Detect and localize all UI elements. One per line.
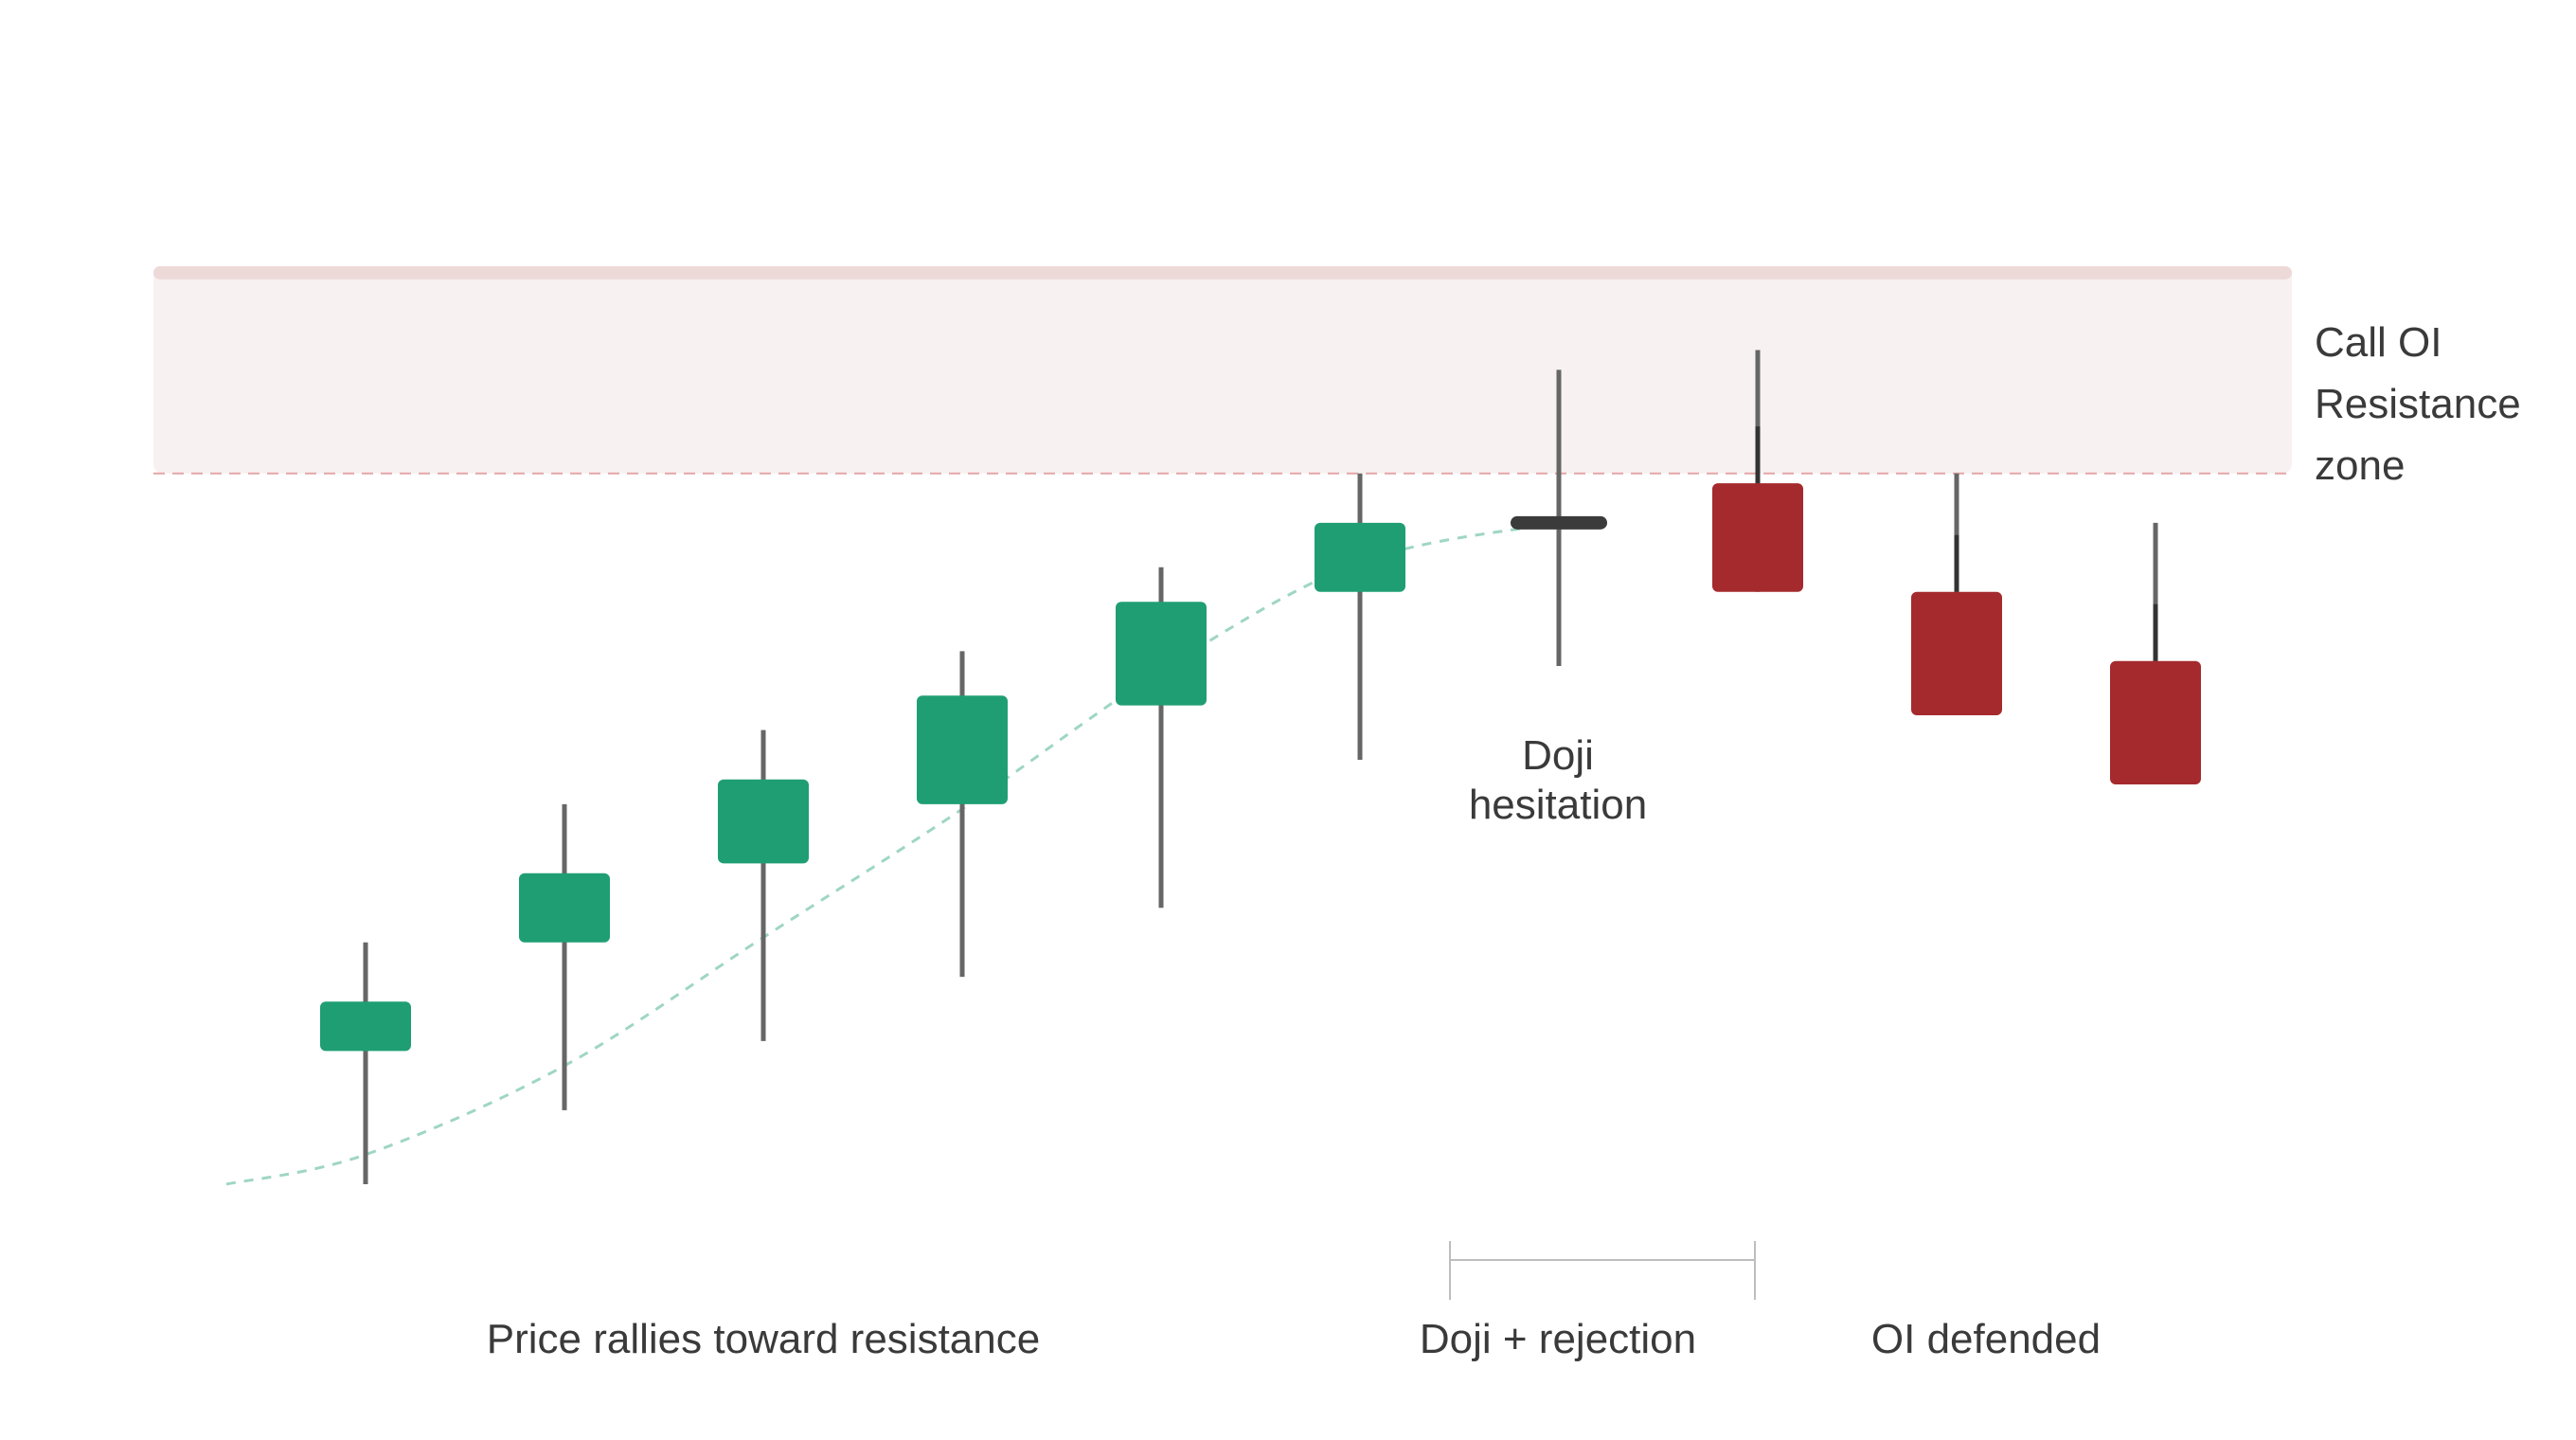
resistance-zone-band bbox=[153, 265, 2292, 474]
rejection-label: Doji + rejection bbox=[1420, 1316, 1696, 1362]
resistance-zone-layer bbox=[153, 265, 2292, 475]
zone-label: Call OI Resistance zone bbox=[2315, 319, 2521, 489]
candle-3 bbox=[718, 729, 809, 1041]
candle-body bbox=[1315, 522, 1405, 592]
zone-label-line-2: Resistance bbox=[2315, 381, 2521, 427]
candle-2 bbox=[519, 803, 610, 1110]
candle-body bbox=[1911, 591, 2002, 716]
candles-layer bbox=[320, 350, 2201, 1184]
doji-label-line-2: hesitation bbox=[1469, 782, 1647, 828]
candle-10 bbox=[2110, 522, 2201, 784]
resistance-zone-top-edge bbox=[153, 265, 2292, 279]
candle-8 bbox=[1712, 350, 1803, 592]
candle-body bbox=[2110, 660, 2201, 784]
candle-4 bbox=[917, 651, 1008, 978]
rally-label: Price rallies toward resistance bbox=[487, 1316, 1040, 1362]
candle-body bbox=[519, 873, 610, 943]
candle-5 bbox=[1116, 567, 1207, 909]
candle-body bbox=[1116, 602, 1207, 706]
zone-label-line-1: Call OI bbox=[2315, 319, 2442, 366]
candle-7 bbox=[1511, 369, 1607, 666]
candle-1 bbox=[320, 942, 411, 1184]
doji-annotation: Doji hesitation bbox=[1469, 732, 1647, 828]
rejection-bracket bbox=[1449, 1241, 1756, 1300]
candle-body bbox=[718, 779, 809, 864]
candle-6 bbox=[1315, 473, 1405, 760]
phase-labels: Price rallies toward resistance Doji + r… bbox=[487, 1316, 2101, 1362]
candle-9 bbox=[1911, 473, 2002, 716]
zone-label-line-3: zone bbox=[2315, 442, 2405, 489]
candle-body bbox=[917, 695, 1008, 804]
defended-label: OI defended bbox=[1871, 1316, 2101, 1362]
doji-label-line-1: Doji bbox=[1522, 732, 1594, 779]
candle-body bbox=[320, 1001, 411, 1052]
candle-body bbox=[1712, 483, 1803, 592]
